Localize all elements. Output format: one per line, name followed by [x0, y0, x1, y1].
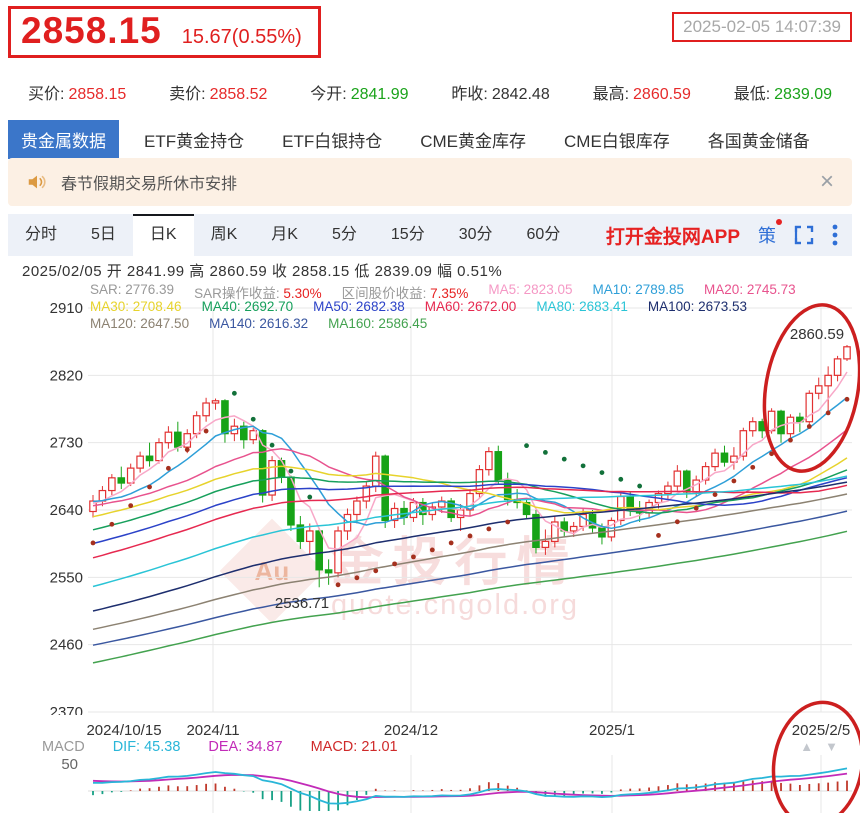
quote-fields-row: 买价: 2858.15 卖价: 2858.52 今开: 2841.99 昨收: 2842.48… — [0, 80, 860, 104]
tab-0[interactable]: 贵金属数据 — [8, 120, 119, 159]
tab-5[interactable]: 各国黄金储备 — [707, 132, 810, 151]
quote-field-1: 卖价: 2858.52 — [169, 80, 267, 104]
indicator-item: SAR: 2776.39 — [90, 282, 175, 297]
quote-field-label: 最低: — [733, 86, 771, 103]
toolbar-icons: 策 — [758, 219, 838, 248]
indicator-item: MA50: 2682.38 — [313, 299, 405, 314]
period-button-60分[interactable]: 60分 — [526, 226, 561, 243]
indicator-item: 区间股价收益: 7.35% — [341, 286, 469, 301]
svg-text:2460: 2460 — [50, 637, 83, 654]
x-axis-label: 2025/1 — [589, 722, 635, 739]
indicator-item: MA120: 2647.50 — [90, 316, 190, 331]
quote-field-3: 昨收: 2842.48 — [451, 80, 549, 104]
period-button-5日[interactable]: 5日 — [91, 226, 116, 243]
x-axis-label: 2024/11 — [186, 722, 240, 739]
macd-value: MACD: 21.01 — [310, 739, 398, 755]
speaker-icon — [26, 171, 48, 193]
x-axis-label: 2024/12 — [383, 722, 439, 739]
dif-value: DIF: 45.38 — [112, 739, 181, 755]
price-change: 15.67(0.55%) — [181, 26, 302, 48]
period-button-5分[interactable]: 5分 — [331, 226, 357, 243]
macd-pager: ▲ ▼ — [800, 739, 838, 754]
fullscreen-icon[interactable] — [794, 225, 814, 245]
macd-label: MACD — [42, 739, 85, 755]
indicator-item: MA140: 2616.32 — [209, 316, 309, 331]
quote-timestamp: 2025-02-05 14:07:39 — [672, 12, 852, 42]
quote-field-label: 昨收: — [451, 86, 488, 103]
current-price: 2858.15 — [21, 10, 162, 51]
indicator-legend-row-3: MA120: 2647.50 MA140: 2616.32 MA160: 2586.… — [90, 316, 427, 331]
svg-text:2820: 2820 — [50, 367, 83, 384]
period-button-日K[interactable]: 日K — [132, 214, 194, 256]
macd-legend-row: MACD DIF: 45.38 DEA: 34.87 MACD: 21.01 — [0, 739, 860, 755]
quote-field-value: 2841.99 — [350, 86, 409, 103]
period-button-分时[interactable]: 分时 — [25, 226, 58, 243]
quote-field-value: 2858.52 — [209, 86, 268, 103]
tab-2[interactable]: ETF白银持仓 — [282, 132, 383, 151]
quote-field-value: 2858.15 — [68, 86, 127, 103]
quote-field-label: 最高: — [592, 86, 630, 103]
candlestick-chart-canvas[interactable]: 2910 2820 2730 2640 2550 2460 2370 2860.59 2536.… — [0, 280, 860, 715]
quote-field-5: 最低: 2839.09 — [734, 80, 832, 104]
svg-text:2370: 2370 — [50, 704, 83, 715]
indicator-value: 5.30% — [283, 286, 322, 301]
period-button-月K[interactable]: 月K — [271, 226, 298, 243]
strategy-badge[interactable]: 策 — [758, 219, 782, 248]
svg-text:2550: 2550 — [50, 569, 83, 586]
indicator-item: MA10: 2789.85 — [592, 282, 685, 297]
quote-field-value: 2839.09 — [774, 86, 832, 103]
data-tabs: 贵金属数据 ETF黄金持仓 ETF白银持仓 CME黄金库存 CME白银库存 各国黄金储备 — [8, 120, 835, 159]
current-quote-box: 2858.15 15.67(0.55%) — [8, 6, 321, 58]
notice-text[interactable]: 春节假期交易所休市安排 — [61, 176, 238, 193]
period-button-30分[interactable]: 30分 — [458, 226, 493, 243]
close-icon[interactable]: × — [819, 168, 834, 195]
quote-field-label: 今开: — [310, 86, 347, 103]
tab-4[interactable]: CME白银库存 — [564, 132, 670, 151]
chart-toolbar: 分时 5日 日K 周K 月K 5分 15分 30分 60分 打开金投网APP 策 — [8, 214, 852, 256]
tab-3[interactable]: CME黄金库存 — [420, 132, 526, 151]
indicator-item: MA80: 2683.41 — [536, 299, 628, 314]
quote-field-label: 买价: — [28, 86, 65, 103]
dea-value: DEA: 34.87 — [208, 739, 283, 755]
scroll-right-icon[interactable]: ▼ — [825, 739, 838, 754]
indicator-item: MA160: 2586.45 — [328, 316, 428, 331]
svg-text:2730: 2730 — [50, 435, 83, 452]
tab-1[interactable]: ETF黄金持仓 — [144, 132, 245, 151]
low_label: 2536.71 — [275, 595, 329, 612]
svg-text:2910: 2910 — [50, 300, 83, 317]
quote-field-0: 买价: 2858.15 — [28, 80, 126, 104]
notice-bar: 春节假期交易所休市安排 × — [8, 158, 852, 206]
macd-chart-canvas: 50 — [61, 755, 852, 813]
x-axis-labels: 2024/10/15 2024/11 2024/12 2025/1 2025/2/5 — [0, 722, 860, 740]
scroll-left-icon[interactable]: ▲ — [800, 739, 814, 754]
period-button-15分[interactable]: 15分 — [390, 226, 425, 243]
indicator-item: MA5: 2823.05 — [488, 282, 573, 297]
indicator-legend-row-1: SAR: 2776.39 SAR操作收益: 5.30% 区间股价收益: 7.35% M… — [90, 282, 796, 302]
high_label: 2860.59 — [790, 326, 844, 343]
quote-field-label: 卖价: — [169, 86, 206, 103]
x-axis-label: 2024/10/15 — [86, 722, 162, 739]
notification-dot-icon — [776, 219, 782, 225]
indicator-value: 7.35% — [430, 286, 469, 301]
quote-field-value: 2842.48 — [491, 86, 550, 103]
period-button-周K[interactable]: 周K — [210, 226, 238, 243]
indicator-item: MA30: 2708.46 — [90, 299, 182, 314]
main-chart-area: Au 金投行情 quote.cngold.org 2910 2820 2730 264… — [0, 280, 860, 715]
indicator-item: MA60: 2672.00 — [424, 299, 517, 314]
x-axis-label: 2025/2/5 — [791, 722, 851, 739]
svg-text:50: 50 — [61, 756, 78, 773]
svg-text:2640: 2640 — [50, 502, 83, 519]
more-options-icon[interactable] — [832, 224, 838, 246]
indicator-item: SAR操作收益: 5.30% — [194, 286, 322, 301]
indicator-item: MA40: 2692.70 — [201, 299, 294, 314]
open-app-link[interactable]: 打开金投网APP — [605, 226, 740, 248]
quote-field-4: 最高: 2860.59 — [593, 80, 691, 104]
ohlc-info-line: 2025/02/05 开 2841.99 高 2860.59 收 2858.15… — [22, 263, 503, 280]
indicator-legend-row-2: MA30: 2708.46 MA40: 2692.70 MA50: 2682.38 M… — [90, 299, 747, 314]
indicator-item: MA100: 2673.53 — [647, 299, 747, 314]
indicator-item: MA20: 2745.73 — [704, 282, 796, 297]
quote-field-value: 2860.59 — [633, 86, 691, 103]
quote-field-2: 今开: 2841.99 — [310, 80, 408, 104]
